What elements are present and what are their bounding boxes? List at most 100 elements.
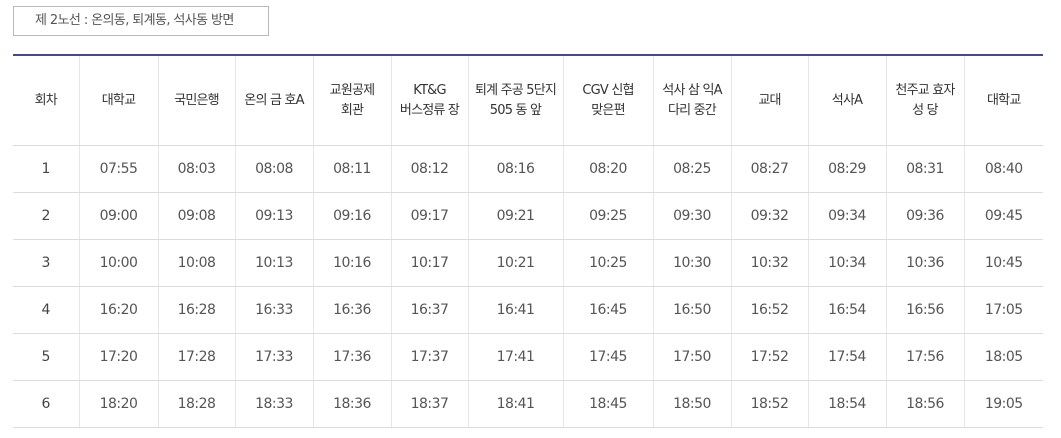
departure-time-cell: 10:32 bbox=[730, 239, 808, 287]
column-header-stop: 대학교 bbox=[963, 55, 1043, 146]
departure-time-cell: 08:29 bbox=[807, 145, 886, 193]
departure-time-cell: 16:33 bbox=[234, 286, 313, 334]
departure-time-cell: 17:52 bbox=[730, 333, 808, 381]
departure-time-cell: 10:00 bbox=[78, 239, 158, 287]
trip-number-cell: 4 bbox=[13, 286, 79, 334]
departure-time-cell: 17:54 bbox=[807, 333, 886, 381]
departure-time-cell: 08:25 bbox=[652, 145, 731, 193]
departure-time-cell: 18:50 bbox=[652, 380, 731, 428]
column-header-stop: 퇴계 주공 5단지 505 동 앞 bbox=[467, 55, 563, 146]
column-header-stop: 대학교 bbox=[78, 55, 158, 146]
column-header-stop: 석사A bbox=[807, 55, 886, 146]
departure-time-cell: 10:34 bbox=[807, 239, 886, 287]
departure-time-cell: 17:05 bbox=[963, 286, 1043, 334]
route-tab[interactable]: 제 2노선 : 온의동, 퇴계동, 석사동 방면 bbox=[13, 6, 269, 36]
column-header-stop: 교원공제 회관 bbox=[312, 55, 391, 146]
departure-time-cell: 09:21 bbox=[467, 192, 563, 240]
departure-time-cell: 18:28 bbox=[157, 380, 235, 428]
trip-number-cell: 6 bbox=[13, 380, 79, 428]
departure-time-cell: 10:21 bbox=[467, 239, 563, 287]
column-header-stop: KT&G 버스정류 장 bbox=[390, 55, 468, 146]
departure-time-cell: 09:36 bbox=[885, 192, 964, 240]
departure-time-cell: 09:25 bbox=[562, 192, 653, 240]
departure-time-cell: 16:36 bbox=[312, 286, 391, 334]
route-tab-label: 제 2노선 : 온의동, 퇴계동, 석사동 방면 bbox=[35, 13, 234, 28]
column-header-stop: 온의 금 호A bbox=[234, 55, 313, 146]
departure-time-cell: 09:16 bbox=[312, 192, 391, 240]
column-header-stop: CGV 신협 맞은편 bbox=[562, 55, 653, 146]
departure-time-cell: 09:00 bbox=[78, 192, 158, 240]
departure-time-cell: 08:03 bbox=[157, 145, 235, 193]
departure-time-cell: 09:17 bbox=[390, 192, 468, 240]
departure-time-cell: 09:08 bbox=[157, 192, 235, 240]
departure-time-cell: 16:37 bbox=[390, 286, 468, 334]
table-row: 1 07:55 08:03 08:08 08:11 08:12 08:16 08:20 08:2… bbox=[13, 145, 1043, 193]
departure-time-cell: 17:56 bbox=[885, 333, 964, 381]
departure-time-cell: 08:12 bbox=[390, 145, 468, 193]
departure-time-cell: 10:13 bbox=[234, 239, 313, 287]
trip-number-cell: 3 bbox=[13, 239, 79, 287]
trip-number-cell: 1 bbox=[13, 145, 79, 193]
departure-time-cell: 18:41 bbox=[467, 380, 563, 428]
departure-time-cell: 09:13 bbox=[234, 192, 313, 240]
column-header-stop: 교대 bbox=[730, 55, 808, 146]
table-body: 1 07:55 08:03 08:08 08:11 08:12 08:16 08:20 08:2… bbox=[13, 145, 1043, 428]
departure-time-cell: 16:41 bbox=[467, 286, 563, 334]
table-row: 2 09:00 09:08 09:13 09:16 09:17 09:21 09:25 09:3… bbox=[13, 192, 1043, 240]
departure-time-cell: 10:30 bbox=[652, 239, 731, 287]
departure-time-cell: 18:45 bbox=[562, 380, 653, 428]
departure-time-cell: 10:16 bbox=[312, 239, 391, 287]
departure-time-cell: 08:27 bbox=[730, 145, 808, 193]
departure-time-cell: 09:32 bbox=[730, 192, 808, 240]
departure-time-cell: 18:36 bbox=[312, 380, 391, 428]
departure-time-cell: 16:28 bbox=[157, 286, 235, 334]
bus-timetable: 회차 대학교 국민은행 온의 금 호A 교원공제 회관 KT&G 버스정류 장 퇴계 주공 … bbox=[13, 54, 1043, 428]
table-row: 4 16:20 16:28 16:33 16:36 16:37 16:41 16:45 16:5… bbox=[13, 286, 1043, 334]
departure-time-cell: 08:16 bbox=[467, 145, 563, 193]
departure-time-cell: 10:45 bbox=[963, 239, 1043, 287]
header-row: 회차 대학교 국민은행 온의 금 호A 교원공제 회관 KT&G 버스정류 장 퇴계 주공 … bbox=[13, 55, 1043, 146]
column-header-stop: 천주교 효자 성 당 bbox=[885, 55, 964, 146]
departure-time-cell: 10:17 bbox=[390, 239, 468, 287]
departure-time-cell: 08:31 bbox=[885, 145, 964, 193]
departure-time-cell: 16:52 bbox=[730, 286, 808, 334]
table-row: 5 17:20 17:28 17:33 17:36 17:37 17:41 17:45 17:5… bbox=[13, 333, 1043, 381]
departure-time-cell: 18:05 bbox=[963, 333, 1043, 381]
departure-time-cell: 18:37 bbox=[390, 380, 468, 428]
table-row: 3 10:00 10:08 10:13 10:16 10:17 10:21 10:25 10:3… bbox=[13, 239, 1043, 287]
departure-time-cell: 10:36 bbox=[885, 239, 964, 287]
departure-time-cell: 19:05 bbox=[963, 380, 1043, 428]
departure-time-cell: 16:56 bbox=[885, 286, 964, 334]
departure-time-cell: 18:52 bbox=[730, 380, 808, 428]
column-header-stop: 석사 삼 익A 다리 중간 bbox=[652, 55, 731, 146]
column-header-stop: 국민은행 bbox=[157, 55, 235, 146]
departure-time-cell: 07:55 bbox=[78, 145, 158, 193]
departure-time-cell: 09:45 bbox=[963, 192, 1043, 240]
departure-time-cell: 08:08 bbox=[234, 145, 313, 193]
departure-time-cell: 17:37 bbox=[390, 333, 468, 381]
departure-time-cell: 16:54 bbox=[807, 286, 886, 334]
departure-time-cell: 10:25 bbox=[562, 239, 653, 287]
departure-time-cell: 17:28 bbox=[157, 333, 235, 381]
departure-time-cell: 17:41 bbox=[467, 333, 563, 381]
departure-time-cell: 17:36 bbox=[312, 333, 391, 381]
departure-time-cell: 18:56 bbox=[885, 380, 964, 428]
departure-time-cell: 17:33 bbox=[234, 333, 313, 381]
departure-time-cell: 18:20 bbox=[78, 380, 158, 428]
departure-time-cell: 09:30 bbox=[652, 192, 731, 240]
departure-time-cell: 08:11 bbox=[312, 145, 391, 193]
departure-time-cell: 17:45 bbox=[562, 333, 653, 381]
departure-time-cell: 17:50 bbox=[652, 333, 731, 381]
trip-number-cell: 5 bbox=[13, 333, 79, 381]
column-header-trip: 회차 bbox=[13, 55, 79, 146]
departure-time-cell: 08:20 bbox=[562, 145, 653, 193]
timetable-container: 회차 대학교 국민은행 온의 금 호A 교원공제 회관 KT&G 버스정류 장 퇴계 주공 … bbox=[13, 54, 1043, 428]
departure-time-cell: 16:50 bbox=[652, 286, 731, 334]
departure-time-cell: 08:40 bbox=[963, 145, 1043, 193]
departure-time-cell: 09:34 bbox=[807, 192, 886, 240]
trip-number-cell: 2 bbox=[13, 192, 79, 240]
table-row: 6 18:20 18:28 18:33 18:36 18:37 18:41 18:45 18:5… bbox=[13, 380, 1043, 428]
departure-time-cell: 10:08 bbox=[157, 239, 235, 287]
departure-time-cell: 18:33 bbox=[234, 380, 313, 428]
departure-time-cell: 16:45 bbox=[562, 286, 653, 334]
